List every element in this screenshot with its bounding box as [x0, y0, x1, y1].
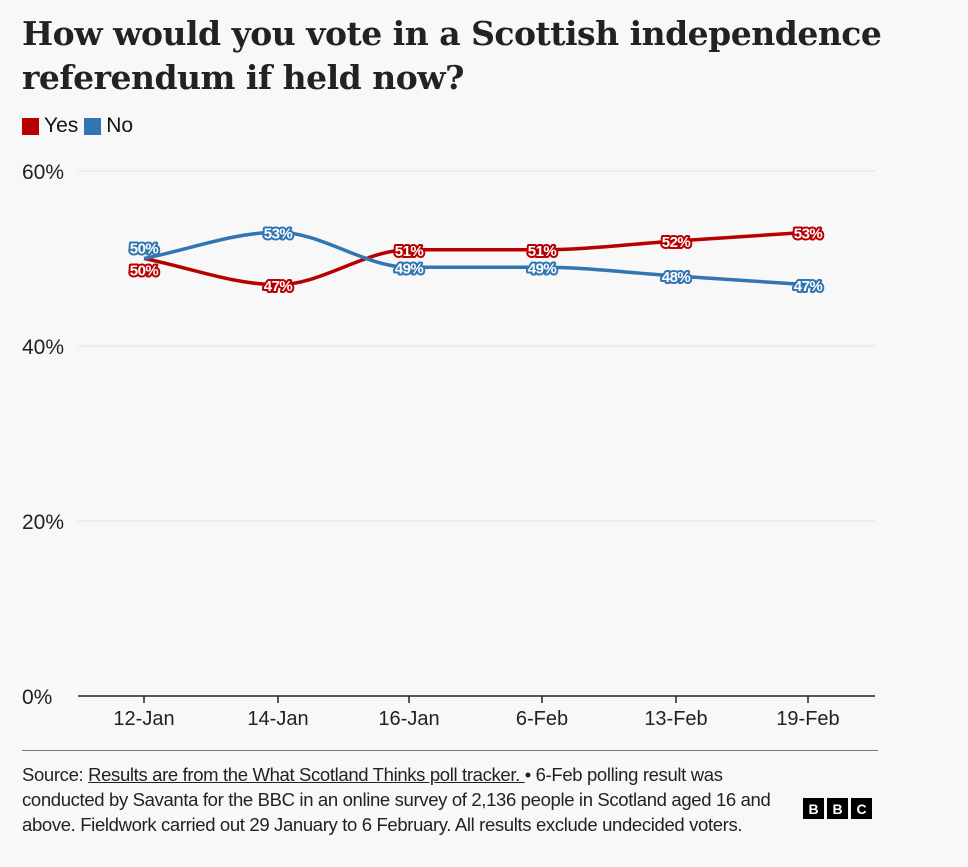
- legend-item-no: No: [84, 114, 133, 138]
- x-tick-label: 12-Jan: [113, 708, 174, 730]
- data-label-yes: 51%: [395, 243, 424, 260]
- series-line-no: [143, 230, 809, 287]
- footer-divider: [22, 750, 878, 751]
- chart-title: How would you vote in a Scottish indepen…: [22, 14, 882, 97]
- data-label-no: 48%: [662, 269, 691, 286]
- logo-letter: C: [851, 798, 872, 819]
- data-label-no: 49%: [528, 260, 557, 277]
- logo-letter: B: [827, 798, 848, 819]
- x-tick-label: 19-Feb: [776, 708, 839, 730]
- source-prefix: Source:: [22, 764, 89, 785]
- x-tick-label: 13-Feb: [644, 708, 707, 730]
- data-label-yes: 47%: [264, 278, 293, 295]
- y-tick-label: 0%: [22, 686, 52, 709]
- legend-label-no: No: [106, 114, 134, 137]
- data-label-no: 53%: [264, 225, 293, 242]
- y-tick-label: 60%: [22, 161, 64, 184]
- legend-item-yes: Yes: [22, 114, 78, 138]
- data-label-yes: 52%: [662, 234, 691, 251]
- data-label-yes: 51%: [528, 243, 557, 260]
- y-tick-label: 40%: [22, 336, 64, 359]
- legend-label-yes: Yes: [44, 114, 79, 137]
- x-tick-label: 6-Feb: [516, 708, 568, 730]
- data-label-no: 49%: [395, 260, 424, 277]
- series-line-yes: [143, 230, 809, 287]
- source-link[interactable]: Results are from the What Scotland Think…: [88, 764, 525, 785]
- data-label-no: 50%: [130, 241, 159, 258]
- legend-swatch-yes: [22, 117, 39, 135]
- source-detail: • 6-Feb polling result was conducted by …: [22, 764, 771, 835]
- data-label-no: 47%: [794, 278, 823, 295]
- data-label-yes: 50%: [130, 263, 159, 280]
- source-note: Source: Results are from the What Scotla…: [22, 762, 792, 837]
- x-tick-label: 16-Jan: [378, 708, 439, 730]
- line-chart: 0% 20% 40% 60% 12-Jan 14-Jan 16-Jan 6-Feb 13-Feb…: [22, 161, 875, 730]
- legend: Yes No: [22, 114, 139, 138]
- legend-swatch-no: [84, 117, 102, 135]
- y-tick-label: 20%: [22, 511, 64, 534]
- data-label-yes: 53%: [794, 225, 823, 242]
- x-tick-label: 14-Jan: [247, 708, 308, 730]
- logo-letter: B: [803, 798, 824, 819]
